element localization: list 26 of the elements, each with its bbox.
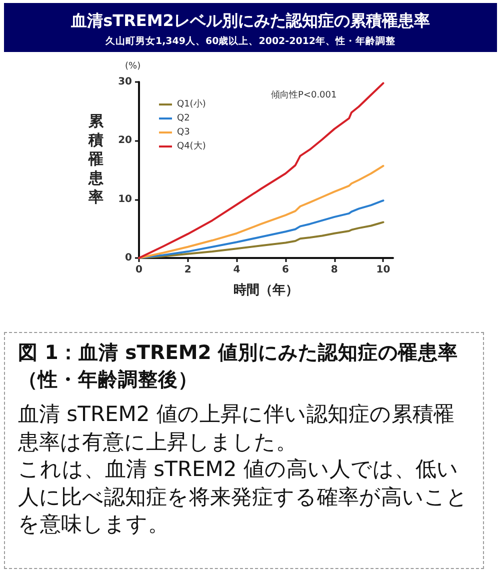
legend-label: Q3 xyxy=(177,128,190,138)
y-axis-title: 累積罹患率 xyxy=(88,112,104,207)
line-series xyxy=(138,221,384,259)
y-tick-label: 20 xyxy=(118,135,132,146)
x-tick-label: 6 xyxy=(282,264,290,276)
text: (%) xyxy=(125,62,141,72)
chart-title: 血清sTREM2レベル別にみた認知症の累積罹患率 xyxy=(70,11,431,31)
chart-subtitle: 久山町男女1,349人、60歳以上、2002-2012年、性・年齢調整 xyxy=(104,35,397,48)
y-tick-label: 10 xyxy=(118,194,132,205)
y-tick-label: 0 xyxy=(125,252,132,264)
x-tick-label: 0 xyxy=(136,264,143,276)
legend-label: Q1(小) xyxy=(177,98,206,110)
x-axis-title: 時間（年） xyxy=(234,283,298,298)
legend-label: Q4(大) xyxy=(177,140,206,152)
x-tick-label: 10 xyxy=(376,264,390,276)
legend-label: Q2 xyxy=(177,114,190,124)
caption: 図 1：血清 sTREM2 値別にみた認知症の罹患率（性・年齢調整後） xyxy=(18,340,460,393)
line-series xyxy=(138,164,384,259)
x-tick-label: 8 xyxy=(330,264,338,276)
text: これは、血清 sTREM2 値の高い人では、低い人に比べ認知症を将来発症する確率が高いことを意味します。 xyxy=(18,456,469,538)
text: 血清 sTREM2 値の上昇に伴い認知症の累積罹患率は有意に上昇しました。 xyxy=(18,401,456,456)
x-tick-label: 2 xyxy=(184,264,192,276)
annotation: 傾向性P<0.001 xyxy=(271,90,337,100)
y-tick-label: 30 xyxy=(118,76,132,88)
x-tick-label: 4 xyxy=(233,264,240,276)
line-series xyxy=(138,200,384,259)
